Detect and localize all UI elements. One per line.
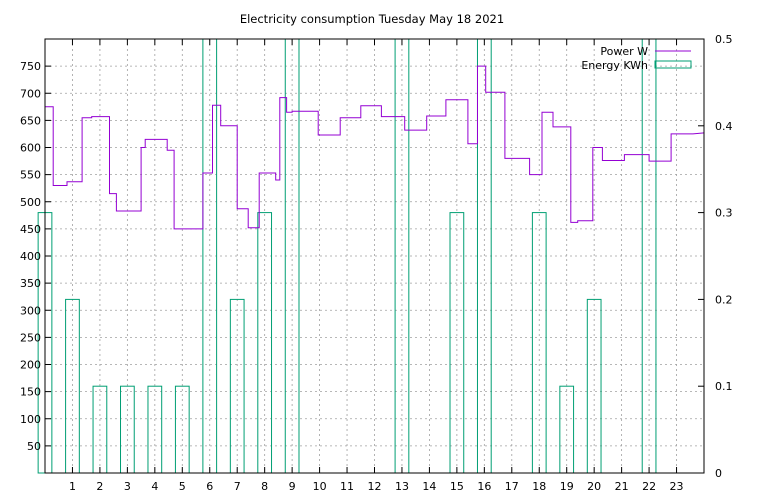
y2-tick-label: 0.5: [715, 33, 733, 46]
y-tick-label: 650: [20, 114, 41, 127]
power-series: [45, 65, 705, 230]
chart-title: Electricity consumption Tuesday May 18 2…: [240, 12, 504, 26]
x-tick-label: 18: [532, 480, 546, 493]
legend-swatch-energy: [654, 60, 692, 69]
y-tick-label: 50: [27, 440, 41, 453]
legend: Power W Energy KWh: [581, 45, 692, 72]
y-tick-label: 600: [20, 142, 41, 155]
x-tick-label: 4: [151, 480, 158, 493]
y-tick-label: 550: [20, 169, 41, 182]
x-tick-label: 3: [124, 480, 131, 493]
x-tick-label: 13: [395, 480, 409, 493]
grid-lines: [45, 39, 704, 473]
y-tick-label: 250: [20, 331, 41, 344]
y-tick-labels: 50 100 150 200 250 300 350 400 450 500 550 600 650 70…: [20, 60, 41, 453]
y-tick-label: 700: [20, 87, 41, 100]
x-tick-label: 2: [96, 480, 103, 493]
x-tick-label: 19: [560, 480, 574, 493]
x-tick-label: 7: [234, 480, 241, 493]
y2-tick-label: 0.2: [715, 293, 733, 306]
x-tick-label: 23: [670, 480, 684, 493]
y2-tick-labels: 0 0.1 0.2 0.3 0.4 0.5: [715, 33, 733, 480]
x-tick-label: 12: [368, 480, 382, 493]
y2-tick-label: 0.3: [715, 207, 733, 220]
energy-bar: [257, 212, 273, 474]
x-tick-label: 17: [505, 480, 519, 493]
y-tick-label: 400: [20, 250, 41, 263]
x-tick-label: 20: [587, 480, 601, 493]
x-tick-label: 9: [289, 480, 296, 493]
x-tick-label: 14: [422, 480, 436, 493]
y2-tick-label: 0.4: [715, 120, 733, 133]
x-tick-label: 21: [615, 480, 629, 493]
power-line: [45, 65, 705, 230]
y2-tick-label: 0.1: [715, 380, 733, 393]
axes-frame: [44, 38, 705, 474]
x-tick-label: 16: [477, 480, 491, 493]
x-tick-label: 22: [642, 480, 656, 493]
x-tick-label: 5: [179, 480, 186, 493]
energy-bar: [531, 212, 547, 474]
y-tick-label: 100: [20, 413, 41, 426]
x-tick-label: 15: [450, 480, 464, 493]
y-tick-label: 450: [20, 223, 41, 236]
x-tick-label: 8: [261, 480, 268, 493]
y-tick-label: 300: [20, 304, 41, 317]
y-tick-label: 350: [20, 277, 41, 290]
y-tick-label: 200: [20, 359, 41, 372]
energy-bar: [449, 212, 465, 474]
x-tick-label: 11: [340, 480, 354, 493]
y2-tick-label: 0: [715, 467, 722, 480]
legend-label-power: Power W: [600, 45, 648, 58]
y-tick-label: 500: [20, 196, 41, 209]
x-tick-labels: 1 2 3 4 5 6 7 8 9 10 11 12 13 14 15 16 17 18 19 20 21 22 23: [69, 480, 684, 493]
plot-frame: [44, 38, 705, 474]
legend-label-energy: Energy KWh: [581, 59, 648, 72]
y-tick-label: 750: [20, 60, 41, 73]
x-tick-label: 10: [313, 480, 327, 493]
y-tick-label: 150: [20, 386, 41, 399]
x-tick-label: 1: [69, 480, 76, 493]
x-tick-label: 6: [206, 480, 213, 493]
